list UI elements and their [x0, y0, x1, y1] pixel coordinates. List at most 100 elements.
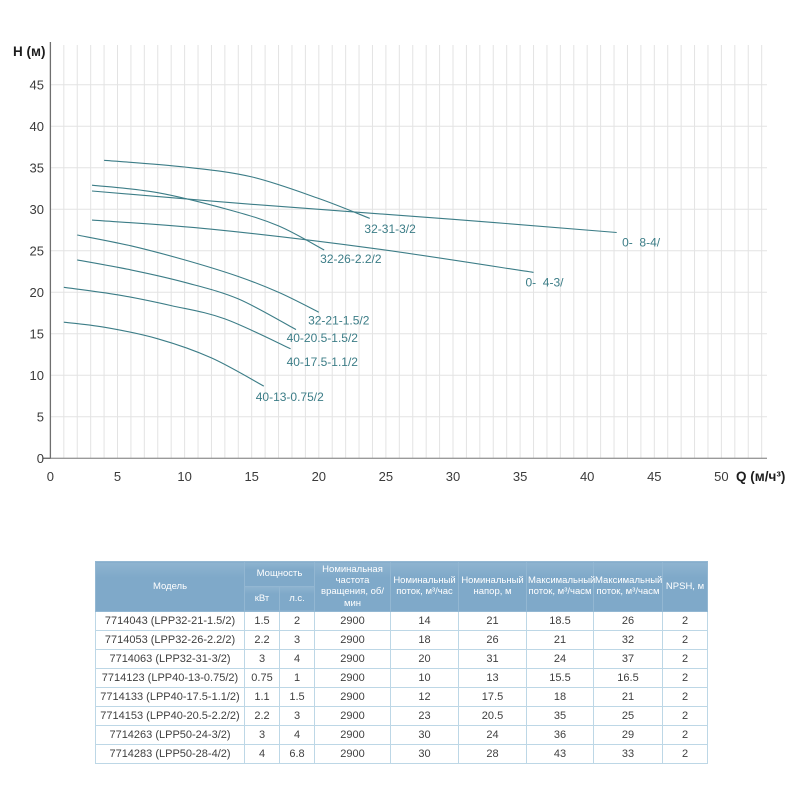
- table-row: 7714153 (LPP40-20.5-2.2/2) 2.2 3 2900 23 20.5…: [95, 705, 709, 726]
- pump-curve-32-26-2.2/2: [91, 184, 325, 251]
- x-axis-title: Q (м/ч³): [736, 469, 785, 484]
- cell-nominal-head: 21: [458, 610, 528, 631]
- cell-npsh: 2: [662, 629, 709, 650]
- col-header-kw: кВт: [244, 585, 280, 612]
- cell-power-hp: 3: [278, 705, 316, 726]
- cell-model: 7714283 (LPP50-28-4/2): [95, 743, 245, 764]
- y-tick-label: 20: [30, 285, 44, 300]
- curve-label-50-24-3/2: 0- 4-3/: [525, 275, 564, 289]
- x-tick-label: 10: [177, 469, 191, 484]
- cell-power-hp: 1: [278, 667, 316, 688]
- pump-curve-40-20.5-1.5/2: [77, 259, 297, 331]
- cell-max-flow-1: 18: [526, 686, 595, 707]
- cell-nominal-flow: 30: [390, 724, 460, 745]
- curve-label-40-20.5-1.5/2: 40-20.5-1.5/2: [287, 331, 359, 345]
- cell-max-flow-2: 37: [593, 648, 664, 669]
- y-tick-label: 30: [30, 202, 44, 217]
- curve-label-40-17.5-1.1/2: 40-17.5-1.1/2: [287, 355, 359, 369]
- cell-nominal-head: 13: [458, 667, 528, 688]
- cell-nominal-head: 31: [458, 648, 528, 669]
- cell-power-kw: 1.1: [244, 686, 280, 707]
- cell-npsh: 2: [662, 705, 709, 726]
- cell-speed: 2900: [314, 686, 392, 707]
- cell-max-flow-1: 24: [526, 648, 595, 669]
- col-header-speed: Номинальная частота вращения, об/мин: [314, 561, 392, 612]
- cell-nominal-flow: 10: [390, 667, 460, 688]
- cell-model: 7714043 (LPP32-21-1.5/2): [95, 610, 245, 631]
- cell-npsh: 2: [662, 686, 709, 707]
- cell-power-hp: 1.5: [278, 686, 316, 707]
- cell-nominal-head: 28: [458, 743, 528, 764]
- col-header-hp: л.с.: [278, 585, 316, 612]
- y-tick-label: 0: [37, 451, 44, 466]
- cell-max-flow-1: 15.5: [526, 667, 595, 688]
- y-tick-label: 15: [30, 326, 44, 341]
- chart-area: 0 5 10 15 20 25 30 35 40 45 0 5 10 15 20 25 30 35 40 45 50 H …: [13, 42, 785, 484]
- x-tick-label: 50: [714, 469, 728, 484]
- specs-table: Модель Мощность Номинальная частота вращен…: [95, 561, 709, 764]
- pump-curve-40-17.5-1.1/2: [63, 286, 291, 350]
- table-row: 7714283 (LPP50-28-4/2) 4 6.8 2900 30 28 43 33 2: [95, 743, 709, 764]
- cell-power-kw: 1.5: [244, 610, 280, 631]
- cell-nominal-flow: 20: [390, 648, 460, 669]
- y-tick-label: 45: [30, 77, 44, 92]
- x-tick-label: 25: [379, 469, 393, 484]
- pump-curve-50-24-3/2: [91, 219, 534, 273]
- x-tick-label: 5: [114, 469, 121, 484]
- cell-nominal-head: 17.5: [458, 686, 528, 707]
- pump-curve-40-13-0.75/2: [63, 321, 265, 387]
- cell-model: 7714063 (LPP32-31-3/2): [95, 648, 245, 669]
- cell-npsh: 2: [662, 667, 709, 688]
- x-tick-label: 0: [47, 469, 54, 484]
- cell-max-flow-2: 21: [593, 686, 664, 707]
- y-axis-title: H (м): [13, 44, 45, 59]
- col-header-max-flow-1: Максимальный поток, м³/часм: [526, 561, 595, 612]
- cell-npsh: 2: [662, 648, 709, 669]
- y-tick-label: 10: [30, 368, 44, 383]
- cell-model: 7714133 (LPP40-17.5-1.1/2): [95, 686, 245, 707]
- cell-power-hp: 6.8: [278, 743, 316, 764]
- cell-model: 7714053 (LPP32-26-2.2/2): [95, 629, 245, 650]
- curve-label-40-13-0.75/2: 40-13-0.75/2: [256, 390, 324, 404]
- x-tick-label: 20: [312, 469, 326, 484]
- y-tick-label: 40: [30, 119, 44, 134]
- cell-max-flow-1: 21: [526, 629, 595, 650]
- cell-max-flow-1: 18.5: [526, 610, 595, 631]
- cell-nominal-head: 20.5: [458, 705, 528, 726]
- cell-nominal-head: 24: [458, 724, 528, 745]
- y-tick-label: 25: [30, 243, 44, 258]
- cell-speed: 2900: [314, 705, 392, 726]
- cell-npsh: 2: [662, 724, 709, 745]
- cell-max-flow-1: 35: [526, 705, 595, 726]
- cell-model: 7714263 (LPP50-24-3/2): [95, 724, 245, 745]
- table-row: 7714133 (LPP40-17.5-1.1/2) 1.1 1.5 2900 12 17…: [95, 686, 709, 707]
- cell-nominal-flow: 18: [390, 629, 460, 650]
- cell-speed: 2900: [314, 648, 392, 669]
- cell-power-kw: 3: [244, 648, 280, 669]
- cell-power-kw: 4: [244, 743, 280, 764]
- curve-label-32-26-2.2/2: 32-26-2.2/2: [320, 252, 382, 266]
- cell-power-hp: 2: [278, 610, 316, 631]
- col-header-power: Мощность: [243, 561, 316, 587]
- cell-max-flow-1: 36: [526, 724, 595, 745]
- cell-model: 7714153 (LPP40-20.5-2.2/2): [95, 705, 245, 726]
- cell-nominal-flow: 23: [390, 705, 460, 726]
- y-tick-label: 5: [37, 409, 44, 424]
- table-row: 7714043 (LPP32-21-1.5/2) 1.5 2 2900 14 21 18.5…: [95, 610, 709, 631]
- col-header-nominal-flow: Номинальный поток, м³/час: [390, 561, 460, 612]
- cell-speed: 2900: [314, 629, 392, 650]
- table-row: 7714063 (LPP32-31-3/2) 3 4 2900 20 31 24 37 2: [95, 648, 709, 669]
- cell-max-flow-1: 43: [526, 743, 595, 764]
- curve-label-32-31-3/2: 32-31-3/2: [364, 222, 416, 236]
- pump-curve-32-21-1.5/2: [77, 234, 320, 313]
- x-tick-label: 45: [647, 469, 661, 484]
- cell-max-flow-2: 26: [593, 610, 664, 631]
- x-tick-label: 40: [580, 469, 594, 484]
- cell-max-flow-2: 29: [593, 724, 664, 745]
- col-header-npsh: NPSH, м: [662, 561, 709, 612]
- cell-power-hp: 4: [278, 724, 316, 745]
- curve-label-32-21-1.5/2: 32-21-1.5/2: [308, 314, 370, 328]
- curve-label-50-28-4/2: 0- 8-4/: [622, 236, 661, 250]
- cell-npsh: 2: [662, 610, 709, 631]
